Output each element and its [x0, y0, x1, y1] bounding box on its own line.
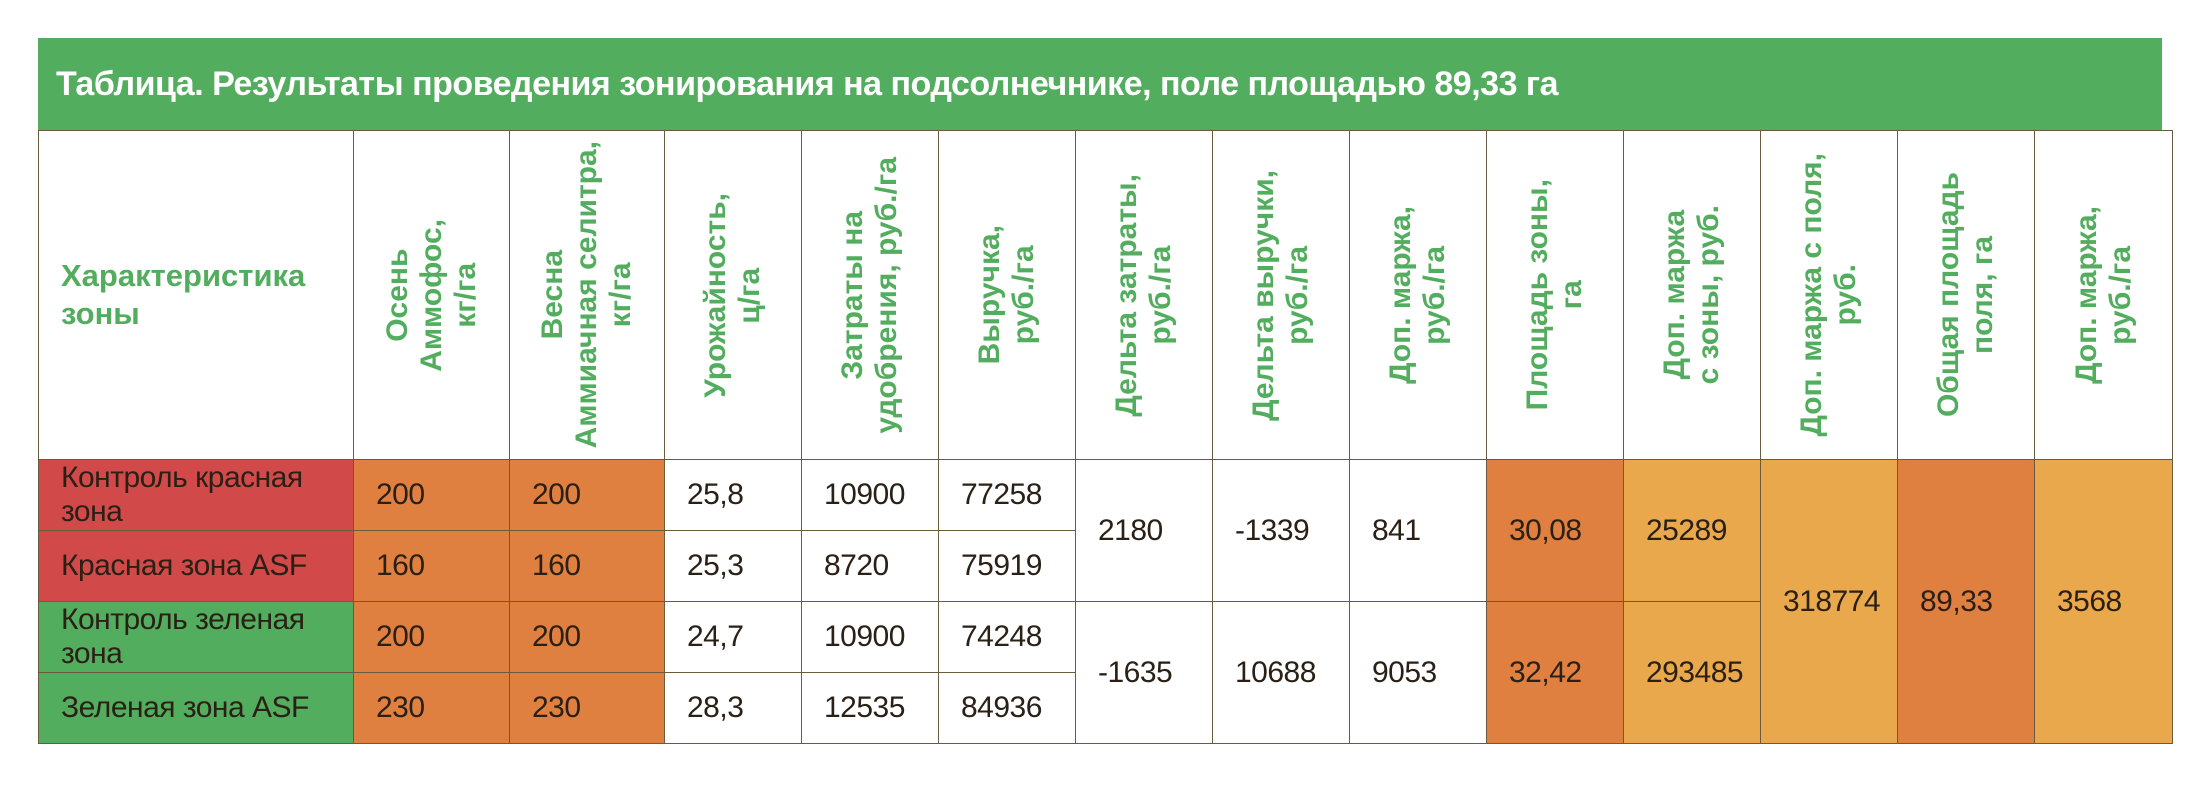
- header-cost: Затраты на удобрения, руб./га: [801, 130, 939, 460]
- zone-margin-value: 25289: [1623, 459, 1761, 602]
- table-title-bar: Таблица. Результаты проведения зонирован…: [38, 38, 2162, 130]
- zone-label: Контроль красная зона: [38, 459, 354, 531]
- header-spring: Весна Аммиачная селитра, кг/га: [509, 130, 665, 460]
- delta-cost-value: -1635: [1075, 601, 1213, 744]
- header-delta-cost: Дельта затраты, руб./га: [1075, 130, 1213, 460]
- header-autumn: Осень Аммофос, кг/га: [353, 130, 510, 460]
- header-revenue: Выручка, руб./га: [938, 130, 1076, 460]
- autumn-value: 230: [353, 672, 510, 744]
- header-delta-revenue: Дельта выручки, руб./га: [1212, 130, 1350, 460]
- extra-margin-value: 9053: [1349, 601, 1487, 744]
- revenue-value: 74248: [938, 601, 1076, 673]
- table-row: Зеленая зона ASF 230 230 28,3 12535 8493…: [38, 672, 2173, 744]
- zone-area-value: 30,08: [1486, 459, 1624, 602]
- zone-label: Зеленая зона ASF: [38, 672, 354, 744]
- header-zone: Характеристика зоны: [38, 130, 354, 460]
- table-row: Контроль зеленая зона 200 200 24,7 10900…: [38, 601, 2173, 744]
- yield-value: 25,3: [664, 530, 802, 602]
- zone-margin-value: 293485: [1623, 601, 1761, 744]
- yield-value: 25,8: [664, 459, 802, 531]
- results-table-container: Таблица. Результаты проведения зонирован…: [38, 38, 2173, 744]
- cost-value: 10900: [801, 601, 939, 673]
- delta-cost-value: 2180: [1075, 459, 1213, 602]
- spring-value: 160: [509, 530, 665, 602]
- zone-label: Контроль зеленая зона: [38, 601, 354, 673]
- revenue-value: 75919: [938, 530, 1076, 602]
- spring-value: 200: [509, 459, 665, 531]
- header-extra-margin-ha: Доп. маржа, руб./га: [2034, 130, 2173, 460]
- table-row: Контроль красная зона 200 200 25,8 10900…: [38, 459, 2173, 744]
- cost-value: 12535: [801, 672, 939, 744]
- cost-value: 10900: [801, 459, 939, 531]
- field-margin-value: 318774: [1760, 459, 1898, 744]
- zone-area-value: 32,42: [1486, 601, 1624, 744]
- delta-revenue-value: -1339: [1212, 459, 1350, 602]
- spring-value: 230: [509, 672, 665, 744]
- yield-value: 24,7: [664, 601, 802, 673]
- revenue-value: 77258: [938, 459, 1076, 531]
- spring-value: 200: [509, 601, 665, 673]
- total-area-value: 89,33: [1897, 459, 2035, 744]
- autumn-value: 200: [353, 601, 510, 673]
- header-yield: Урожайность, ц/га: [664, 130, 802, 460]
- delta-revenue-value: 10688: [1212, 601, 1350, 744]
- results-table: Характеристика зоны Осень Аммофос, кг/га…: [38, 130, 2173, 744]
- autumn-value: 200: [353, 459, 510, 531]
- revenue-value: 84936: [938, 672, 1076, 744]
- extra-margin-ha-value: 3568: [2034, 459, 2173, 744]
- table-row: Красная зона ASF 160 160 25,3 8720 75919: [38, 530, 2173, 602]
- yield-value: 28,3: [664, 672, 802, 744]
- cost-value: 8720: [801, 530, 939, 602]
- extra-margin-value: 841: [1349, 459, 1487, 602]
- autumn-value: 160: [353, 530, 510, 602]
- header-total-area: Общая площадь поля, га: [1897, 130, 2035, 460]
- header-field-margin: Доп. маржа с поля, руб.: [1760, 130, 1898, 460]
- header-zone-margin: Доп. маржа с зоны, руб.: [1623, 130, 1761, 460]
- header-extra-margin: Доп. маржа, руб./га: [1349, 130, 1487, 460]
- zone-label: Красная зона ASF: [38, 530, 354, 602]
- table-title: Таблица. Результаты проведения зонирован…: [56, 64, 1559, 103]
- header-row: Характеристика зоны Осень Аммофос, кг/га…: [38, 130, 2173, 460]
- header-zone-area: Площадь зоны, га: [1486, 130, 1624, 460]
